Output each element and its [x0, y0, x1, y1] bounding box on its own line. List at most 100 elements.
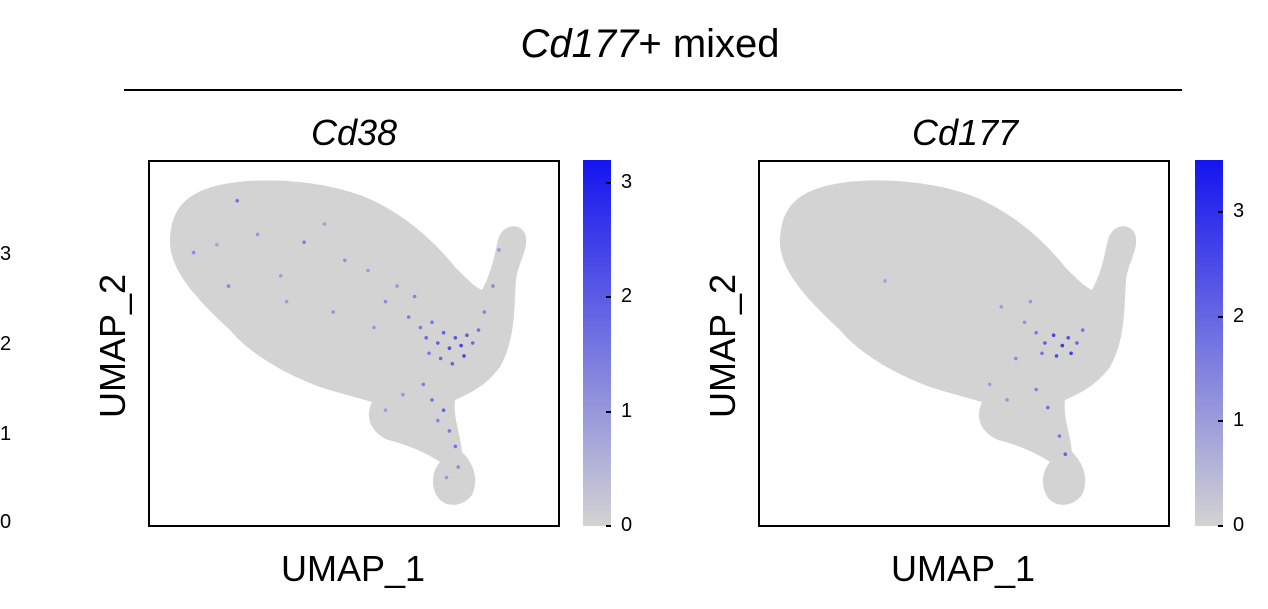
- panel-title-cd177: Cd177: [911, 112, 1019, 153]
- expression-point: [421, 382, 426, 387]
- expression-point: [436, 418, 440, 423]
- expression-point: [456, 465, 461, 469]
- expression-point: [1080, 328, 1085, 332]
- colorbar-tick-mark: [1218, 211, 1223, 214]
- expression-point: [447, 429, 452, 433]
- colorbar-tick-mark: [606, 525, 611, 527]
- expression-point: [226, 284, 231, 288]
- expression-point: [447, 346, 452, 350]
- colorbar-tick-label: 0: [621, 514, 633, 536]
- colorbar-tick-label: 0: [1233, 514, 1245, 536]
- expression-point: [383, 299, 388, 304]
- expression-point: [482, 310, 487, 314]
- expression-point: [1040, 351, 1044, 356]
- colorbar-tick-mark: [1218, 420, 1223, 423]
- expression-point: [1054, 354, 1059, 358]
- expression-point: [302, 240, 306, 244]
- expression-point: [366, 268, 370, 273]
- expression-point: [235, 199, 239, 203]
- expression-point: [453, 336, 458, 340]
- expression-point: [450, 361, 455, 366]
- main-title-suffix: + mixed: [638, 22, 780, 66]
- umap-cell-cloud: [170, 180, 527, 505]
- expression-point: [491, 284, 495, 288]
- expression-point: [1075, 341, 1079, 345]
- edge-tick-label: 0: [0, 511, 12, 533]
- expression-point: [215, 242, 219, 247]
- expression-point: [191, 250, 196, 255]
- colorbar-ticks-cd38: 0 1 2 3: [583, 160, 643, 536]
- umap-plot-cd177: [758, 160, 1170, 527]
- expression-point: [406, 315, 411, 319]
- expression-point: [1046, 405, 1050, 410]
- expression-point: [372, 325, 376, 330]
- expression-point: [1022, 320, 1027, 325]
- expression-point: [383, 408, 388, 412]
- edge-tick-label: 1: [0, 423, 12, 445]
- colorbar-tick-label: 3: [1233, 200, 1245, 223]
- expression-point: [1034, 330, 1038, 335]
- expression-point: [401, 392, 405, 397]
- expression-point: [395, 284, 399, 288]
- expression-point: [418, 325, 423, 330]
- colorbar-tick-mark: [1218, 525, 1223, 527]
- expression-point: [343, 258, 347, 263]
- colorbar-tick-mark: [606, 181, 611, 184]
- expression-point: [1005, 398, 1009, 402]
- expression-point: [444, 475, 449, 480]
- expression-point: [476, 328, 481, 332]
- colorbar-cd38: [583, 160, 611, 526]
- colorbar-tick-label: 1: [1233, 409, 1245, 432]
- expression-point: [430, 398, 434, 402]
- x-axis-label-cd177: UMAP_1: [890, 548, 1036, 589]
- expression-point: [1066, 336, 1070, 340]
- edge-tick-label: 3: [0, 243, 12, 265]
- edge-tick-label: 2: [0, 333, 12, 355]
- expression-point: [322, 222, 327, 226]
- expression-point: [462, 354, 466, 358]
- umap-cell-cloud: [780, 180, 1137, 505]
- title-underline: [124, 89, 1182, 91]
- umap-scatter-cd177: [780, 180, 1137, 505]
- expression-point: [987, 382, 992, 387]
- expression-point: [436, 341, 440, 345]
- colorbar-tick-mark: [606, 296, 611, 299]
- expression-point: [1043, 341, 1047, 345]
- expression-point: [883, 279, 887, 283]
- expression-point: [497, 248, 501, 252]
- expression-point: [1028, 299, 1033, 304]
- umap-scatter-cd38: [170, 180, 527, 505]
- colorbar-tick-label: 3: [621, 170, 633, 193]
- x-axis-label-cd38: UMAP_1: [280, 548, 426, 589]
- expression-point: [284, 299, 289, 304]
- colorbar-cd177: [1195, 160, 1223, 526]
- expression-point: [1057, 434, 1062, 438]
- expression-point: [438, 356, 443, 361]
- colorbar-tick-mark: [606, 410, 611, 413]
- expression-point: [1060, 343, 1065, 348]
- colorbar-tick-label: 2: [1233, 304, 1245, 327]
- expression-point: [1069, 351, 1073, 356]
- expression-point: [470, 341, 475, 345]
- expression-point: [331, 310, 335, 314]
- expression-point: [427, 351, 431, 356]
- expression-point: [255, 232, 260, 237]
- colorbar-tick-label: 2: [621, 285, 633, 308]
- expression-point: [424, 336, 429, 340]
- main-title-gene: Cd177: [520, 22, 639, 66]
- colorbar-tick-label: 1: [621, 399, 633, 422]
- expression-point: [441, 408, 446, 412]
- expression-point: [441, 330, 446, 335]
- y-axis-label-cd38: UMAP_2: [92, 273, 133, 418]
- umap-plot-cd38: [148, 160, 560, 527]
- expression-point: [279, 274, 283, 278]
- expression-point: [412, 294, 417, 299]
- colorbar-ticks-cd177: 0 1 2 3: [1195, 160, 1255, 536]
- expression-point: [459, 343, 463, 348]
- y-axis-label-cd177: UMAP_2: [702, 273, 743, 418]
- expression-point: [430, 320, 434, 325]
- expression-point: [1063, 452, 1068, 457]
- expression-point: [465, 333, 469, 337]
- expression-point: [1034, 387, 1038, 392]
- expression-point: [999, 305, 1004, 309]
